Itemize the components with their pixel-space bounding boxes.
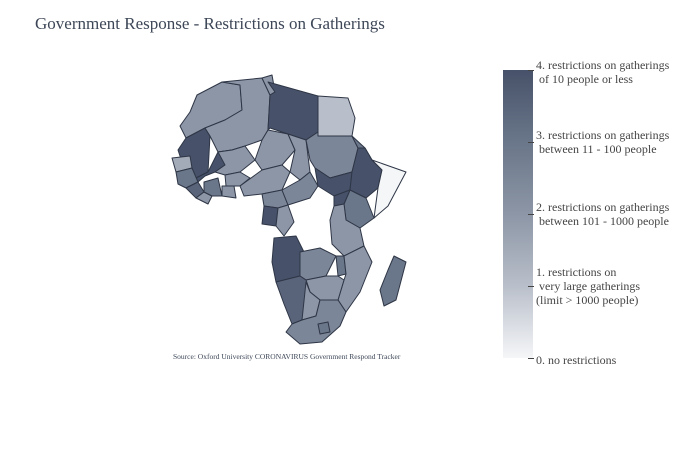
region-madagascar bbox=[379, 255, 407, 307]
colorbar-tick-label-line: 1. restrictions on bbox=[536, 265, 617, 279]
region-gabon bbox=[261, 205, 279, 227]
colorbar-tick bbox=[528, 358, 534, 359]
africa-choropleth-map bbox=[171, 74, 407, 345]
region-south-africa bbox=[285, 299, 347, 345]
region-sudan bbox=[305, 131, 359, 179]
colorbar-tick bbox=[528, 214, 534, 215]
colorbar-tick bbox=[528, 142, 534, 143]
colorbar-tick-label-line: 2. restrictions on gatherings bbox=[536, 200, 670, 214]
region-egypt bbox=[317, 95, 356, 137]
region-cote-d-ivoire bbox=[203, 177, 223, 197]
region-nigeria bbox=[239, 164, 291, 197]
colorbar-tick-label: 0. no restrictions bbox=[536, 353, 616, 367]
colorbar-tick-label: 2. restrictions on gatherings between 10… bbox=[536, 200, 669, 228]
source-note: Source: Oxford University CORONAVIRUS Go… bbox=[173, 352, 401, 361]
colorbar-tick bbox=[528, 286, 534, 287]
colorbar-tick-label: 4. restrictions on gatherings of 10 peop… bbox=[536, 58, 669, 86]
colorbar-tick-label-line: 0. no restrictions bbox=[536, 353, 617, 367]
colorbar-tick-label-line: between 101 - 1000 people bbox=[536, 214, 669, 228]
colorbar-tick-label-line: (limit > 1000 people) bbox=[536, 293, 639, 307]
colorbar-tick bbox=[528, 70, 534, 71]
colorbar-tick-label-line: of 10 people or less bbox=[536, 72, 633, 86]
page-title: Government Response - Restrictions on Ga… bbox=[35, 14, 385, 33]
colorbar-tick-label-line: 4. restrictions on gatherings bbox=[536, 58, 670, 72]
region-congo bbox=[275, 204, 295, 237]
colorbar-tick-label-line: 3. restrictions on gatherings bbox=[536, 128, 670, 142]
region-lesotho bbox=[317, 321, 331, 335]
colorbar-tick-label: 3. restrictions on gatherings between 11… bbox=[536, 128, 669, 156]
colorbar-tick-label-line: very large gatherings bbox=[536, 279, 641, 293]
colorbar-tick-label-line: between 11 - 100 people bbox=[536, 142, 657, 156]
region-ghana bbox=[221, 185, 237, 199]
region-zambia bbox=[299, 247, 337, 281]
colorbar-tick-label: 1. restrictions on very large gatherings… bbox=[536, 265, 640, 307]
